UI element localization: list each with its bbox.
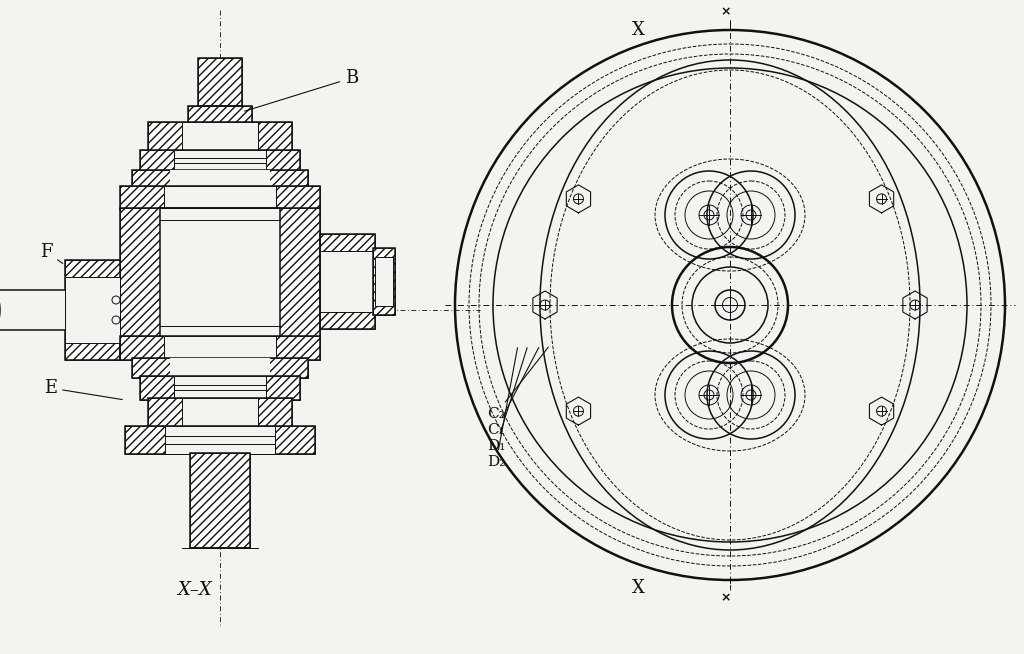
Bar — [165, 426, 275, 454]
Bar — [174, 150, 266, 172]
Bar — [125, 426, 315, 454]
Bar — [170, 358, 270, 378]
Bar — [373, 248, 395, 315]
Bar — [319, 251, 375, 312]
Bar — [120, 336, 319, 360]
Bar — [164, 186, 276, 210]
Bar — [182, 122, 258, 152]
Bar — [125, 426, 315, 454]
Text: B: B — [245, 69, 358, 111]
Text: X: X — [632, 21, 644, 39]
Text: F: F — [40, 243, 62, 264]
Bar — [65, 260, 120, 360]
Bar — [375, 257, 393, 306]
Bar — [65, 260, 120, 360]
Text: X–X: X–X — [177, 581, 212, 599]
Bar — [182, 398, 258, 428]
Bar — [164, 336, 276, 360]
Bar — [375, 257, 393, 306]
Text: E: E — [44, 379, 122, 400]
Circle shape — [112, 316, 120, 324]
Bar — [148, 122, 292, 152]
Bar — [170, 170, 270, 188]
Bar — [319, 251, 375, 312]
Text: ×: × — [721, 5, 731, 18]
Bar — [132, 358, 308, 378]
Bar — [120, 186, 319, 210]
Bar — [164, 336, 276, 360]
Bar — [174, 376, 266, 400]
Bar — [148, 398, 292, 428]
Bar — [120, 336, 319, 360]
Bar — [373, 248, 395, 315]
Bar — [132, 170, 308, 188]
Bar — [160, 208, 280, 338]
Bar — [188, 106, 252, 124]
Bar — [182, 398, 258, 428]
Bar — [319, 234, 375, 329]
Bar — [198, 58, 242, 106]
Bar — [148, 398, 292, 428]
Bar — [120, 208, 319, 338]
Bar — [120, 186, 319, 210]
Bar — [164, 186, 276, 210]
Text: D₁: D₁ — [487, 348, 527, 453]
Bar — [188, 106, 252, 124]
Bar — [174, 150, 266, 172]
Bar — [132, 358, 308, 378]
Bar — [65, 277, 120, 343]
Bar — [140, 376, 300, 400]
Bar — [140, 376, 300, 400]
Bar — [148, 122, 292, 152]
Text: X: X — [632, 579, 644, 597]
Bar — [160, 208, 280, 338]
Bar — [65, 277, 120, 343]
Text: D₂: D₂ — [487, 348, 517, 469]
Bar — [132, 170, 308, 188]
Bar — [120, 208, 319, 338]
Bar — [0, 290, 65, 330]
Bar — [182, 122, 258, 152]
Bar — [140, 150, 300, 172]
Bar — [198, 58, 242, 106]
Bar — [190, 453, 250, 548]
Text: ×: × — [721, 591, 731, 604]
Text: C₁: C₁ — [487, 347, 539, 437]
Circle shape — [112, 296, 120, 304]
Bar — [165, 426, 275, 454]
Text: C₂: C₂ — [487, 347, 548, 421]
Bar — [190, 453, 250, 548]
Bar — [140, 150, 300, 172]
Bar — [319, 234, 375, 329]
Bar — [174, 376, 266, 400]
